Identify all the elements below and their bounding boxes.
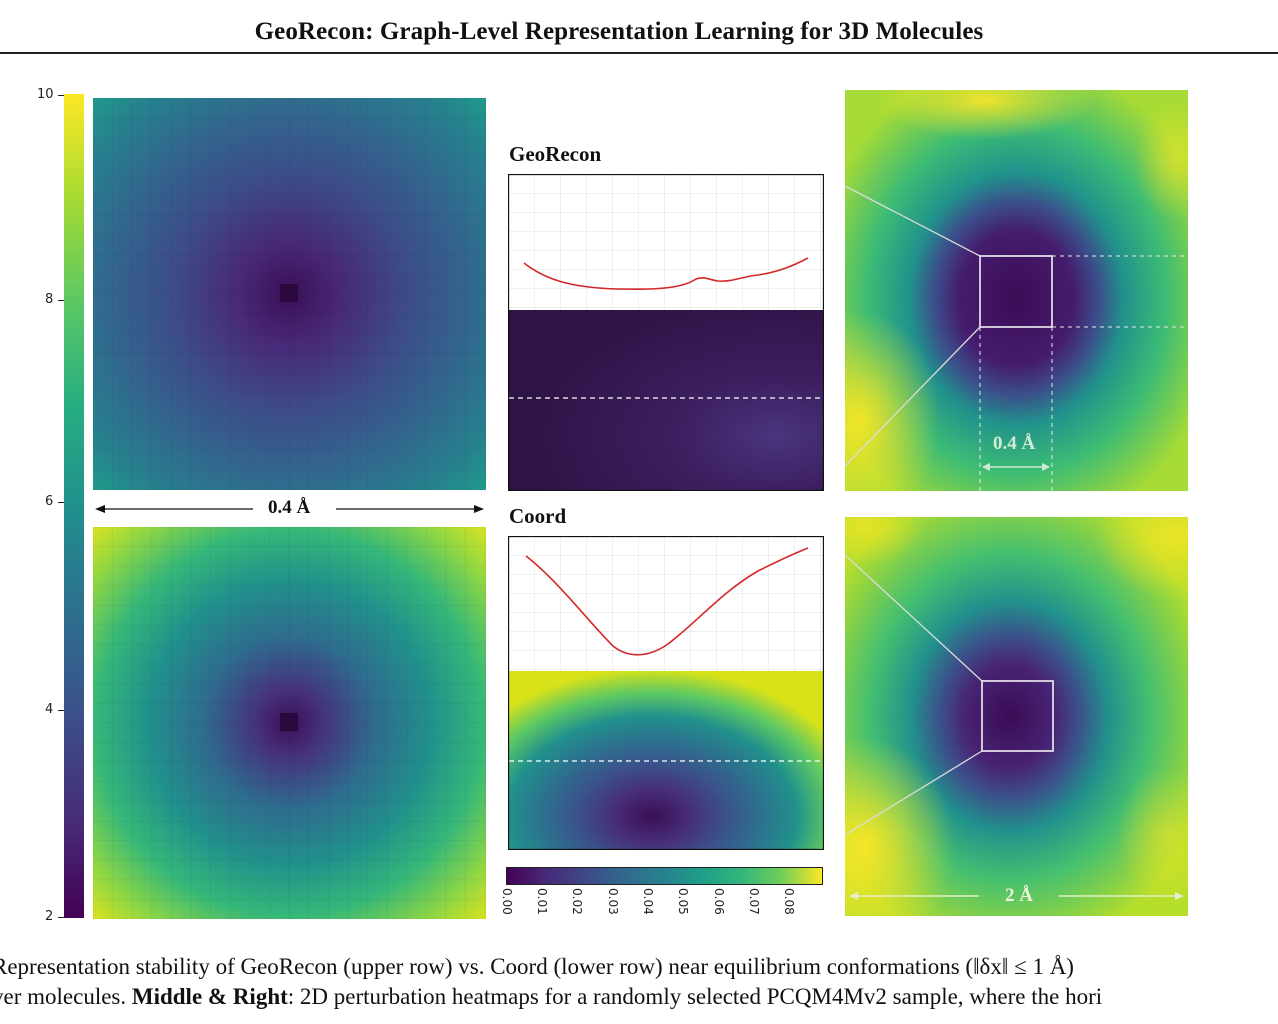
middle-colorbar-ticks: 0.00 0.01 0.02 0.03 0.04 0.05 0.06 0.07 … xyxy=(500,888,796,915)
colorbar-tick xyxy=(58,300,64,301)
colorbar-tick-label: 0.08 xyxy=(782,888,796,915)
georecon-zoom-heatmap xyxy=(845,90,1188,491)
colorbar-tick-label: 0.02 xyxy=(570,888,584,915)
figure-caption-line-2: ver molecules. Middle & Right: 2D pertur… xyxy=(0,984,1102,1010)
coord-zoom-heatmap xyxy=(845,517,1188,916)
caption-bold-label: Middle & Right xyxy=(131,984,288,1009)
left-colorbar xyxy=(64,94,84,918)
colorbar-tick-label: 0.01 xyxy=(535,888,549,915)
colorbar-tick-label: 6 xyxy=(45,494,54,509)
colorbar-tick-label: 0.05 xyxy=(676,888,690,915)
caption-text: : 2D perturbation heatmaps for a randoml… xyxy=(287,984,1103,1009)
colorbar-tick xyxy=(58,710,64,711)
caption-text: ver molecules. xyxy=(0,984,132,1009)
right-bottom-scale-label: 2 Å xyxy=(1005,885,1033,906)
colorbar-tick-label: 0.04 xyxy=(641,888,655,915)
coord-pixel-heatmap xyxy=(93,527,486,919)
left-scale-label: 0.4 Å xyxy=(268,497,311,518)
coord-slice-panel xyxy=(508,536,824,850)
colorbar-tick-label: 0.00 xyxy=(500,888,514,915)
colorbar-tick-label: 0.06 xyxy=(712,888,726,915)
colorbar-tick xyxy=(58,95,64,96)
colorbar-tick-label: 10 xyxy=(37,87,54,102)
georecon-panel-title: GeoRecon xyxy=(509,142,602,166)
colorbar-tick-label: 4 xyxy=(45,702,54,717)
georecon-slice-panel xyxy=(508,174,824,491)
running-title: GeoRecon: Graph-Level Representation Lea… xyxy=(254,18,984,45)
colorbar-tick xyxy=(58,502,64,503)
colorbar-tick-label: 0.03 xyxy=(606,888,620,915)
left-scale-arrow xyxy=(95,505,484,513)
middle-colorbar xyxy=(506,867,823,885)
colorbar-tick-label: 8 xyxy=(45,292,54,307)
right-top-scale-label: 0.4 Å xyxy=(993,433,1036,454)
colorbar-tick-label: 2 xyxy=(45,909,54,924)
colorbar-tick-label: 0.07 xyxy=(747,888,761,915)
coord-panel-title: Coord xyxy=(509,504,567,528)
figure-caption-line-1: Representation stability of GeoRecon (up… xyxy=(0,954,1074,979)
colorbar-tick xyxy=(58,917,64,918)
georecon-pixel-heatmap xyxy=(93,98,486,490)
header-rule xyxy=(0,52,1278,54)
